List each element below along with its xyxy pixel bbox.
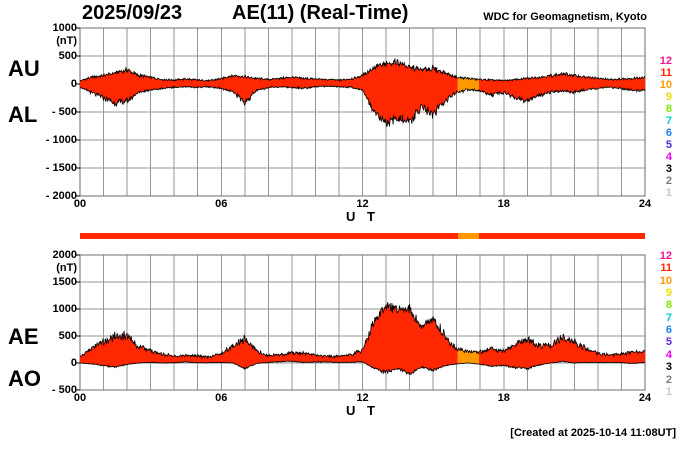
station-count-8: 8 xyxy=(665,299,672,312)
station-count-11: 11 xyxy=(660,67,672,79)
station-count-9: 9 xyxy=(665,91,672,103)
org-label: WDC for Geomagnetism, Kyoto xyxy=(483,11,647,23)
station-count-4: 4 xyxy=(665,151,672,163)
trace-outline xyxy=(79,302,646,360)
ae-axis-label: AE xyxy=(8,324,39,349)
xtick-label: 06 xyxy=(215,198,228,210)
station-count-bar-segment xyxy=(479,233,645,239)
station-count-8: 8 xyxy=(665,103,672,115)
station-count-9: 9 xyxy=(665,287,672,300)
xtick-label: 12 xyxy=(356,392,369,404)
ae-ao-trace-fill xyxy=(457,348,479,365)
trace-outline xyxy=(79,85,646,128)
ao-axis-label: AO xyxy=(8,366,41,391)
station-count-12: 12 xyxy=(659,55,672,67)
station-count-10: 10 xyxy=(659,274,672,287)
ut-label-bottom: U T xyxy=(346,403,379,418)
ytick-label: - 1500 xyxy=(45,162,77,174)
ut-label-top: U T xyxy=(346,209,379,224)
station-count-1: 1 xyxy=(665,187,672,199)
ytick-label: 2000 xyxy=(52,249,77,261)
au-axis-label: AU xyxy=(8,56,40,81)
station-count-5: 5 xyxy=(665,336,672,349)
ytick-label: - 2000 xyxy=(45,190,77,202)
station-count-10: 10 xyxy=(659,79,672,91)
xtick-label: 24 xyxy=(638,392,652,404)
xtick-label: 18 xyxy=(497,198,510,210)
unit-label-bottom: (nT) xyxy=(56,262,77,274)
station-count-3: 3 xyxy=(665,361,672,374)
station-count-4: 4 xyxy=(665,348,672,361)
station-count-11: 11 xyxy=(660,262,672,275)
ytick-label: 1000 xyxy=(52,303,77,315)
xtick-label: 12 xyxy=(356,198,369,210)
ytick-label: 1500 xyxy=(52,276,77,288)
xtick-label: 00 xyxy=(73,198,87,210)
created-timestamp: [Created at 2025-10-14 11:08UT] xyxy=(510,427,676,439)
ytick-label: - 500 xyxy=(51,106,77,118)
xtick-label: 06 xyxy=(215,392,228,404)
station-count-1: 1 xyxy=(665,385,672,398)
ytick-label: - 1000 xyxy=(45,134,77,146)
xtick-label: 24 xyxy=(638,198,652,210)
al-axis-label: AL xyxy=(8,102,38,127)
plot-date: 2025/09/23 xyxy=(82,2,183,24)
au-al-trace-fill xyxy=(457,76,479,93)
station-count-7: 7 xyxy=(665,311,672,324)
ytick-label: 500 xyxy=(58,330,77,342)
ytick-label: 1000 xyxy=(52,22,77,34)
trace-outline xyxy=(79,58,646,83)
unit-label-top: (nT) xyxy=(56,35,77,47)
station-count-2: 2 xyxy=(665,373,672,386)
station-count-3: 3 xyxy=(665,163,672,175)
station-count-bar-segment xyxy=(457,233,480,239)
ytick-label: 0 xyxy=(70,357,77,369)
station-count-2: 2 xyxy=(665,175,672,187)
au-al-trace-fill xyxy=(80,58,458,127)
station-count-6: 6 xyxy=(665,127,672,139)
station-count-6: 6 xyxy=(665,324,672,337)
station-count-bar-segment xyxy=(80,233,458,239)
xtick-label: 00 xyxy=(73,392,87,404)
ytick-label: 500 xyxy=(58,50,77,62)
station-count-12: 12 xyxy=(659,250,672,262)
station-count-7: 7 xyxy=(665,115,672,127)
ytick-label: 0 xyxy=(70,78,77,90)
station-count-5: 5 xyxy=(665,139,672,151)
xtick-label: 18 xyxy=(497,392,510,404)
plot-title: AE(11) (Real-Time) xyxy=(232,2,409,24)
ytick-label: - 500 xyxy=(51,384,77,396)
trace-outline xyxy=(79,360,646,375)
